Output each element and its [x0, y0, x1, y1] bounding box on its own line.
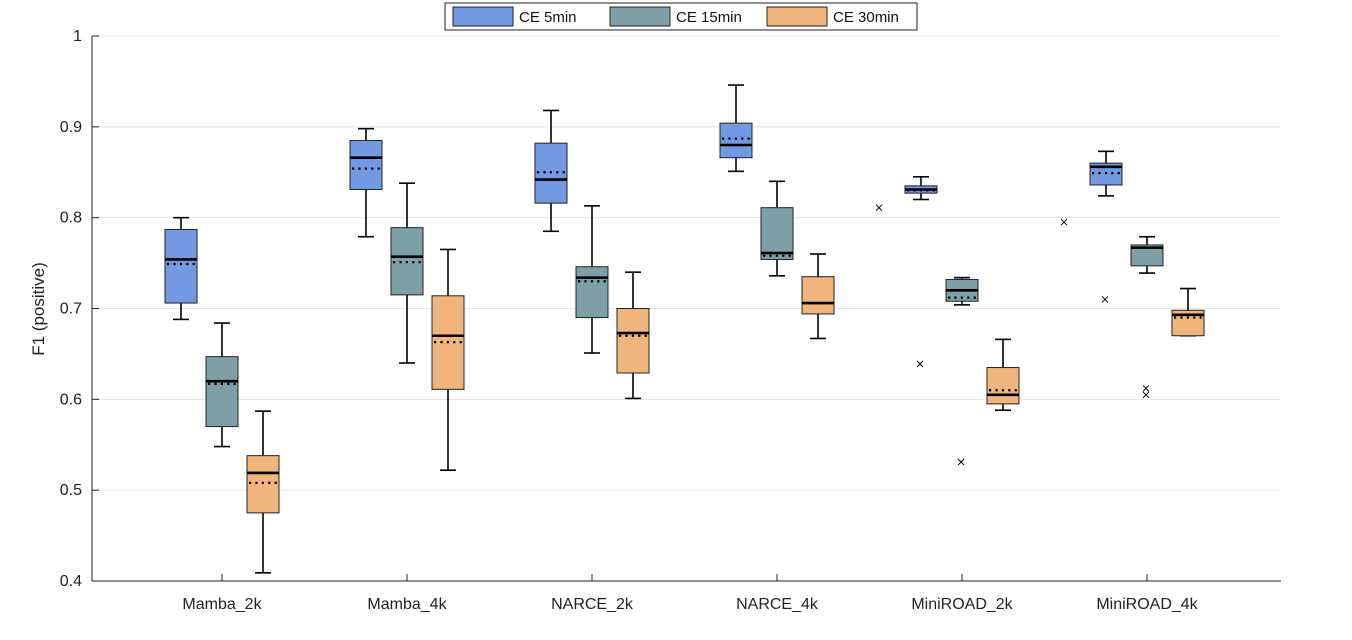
outlier-marker	[1060, 218, 1068, 226]
box-iqr	[349, 139, 383, 191]
box-iqr	[246, 455, 280, 514]
legend-swatch	[766, 6, 828, 27]
x-tick-label: Mamba_2k	[182, 596, 262, 613]
y-tick-label: 0.7	[60, 301, 82, 318]
y-tick-label: 1	[73, 28, 82, 45]
outlier-marker	[1101, 296, 1109, 303]
box-ce-15min	[760, 180, 794, 277]
y-tick-label: 0.6	[60, 391, 82, 408]
box-ce-5min	[1060, 150, 1123, 226]
box-ce-5min	[349, 127, 383, 238]
box-ce-30min	[246, 410, 280, 574]
x-tick-label: MiniROAD_4k	[1096, 596, 1198, 613]
box-ce-15min	[205, 322, 239, 448]
legend-label: CE 5min	[519, 9, 577, 26]
box-iqr	[616, 308, 650, 374]
outlier-marker	[1142, 391, 1150, 399]
legend-box	[444, 2, 918, 31]
outlier-marker	[916, 360, 924, 368]
box-ce-5min	[534, 109, 568, 233]
box-ce-5min	[164, 216, 198, 321]
box-iqr	[801, 276, 835, 315]
y-axis-title: F1 (positive)	[29, 262, 48, 356]
outlier-marker	[875, 204, 883, 212]
box-iqr	[986, 367, 1020, 405]
x-tick-label: NARCE_4k	[736, 596, 819, 613]
box-ce-30min	[801, 253, 835, 340]
box-series	[164, 84, 1205, 574]
outlier-stroke	[957, 458, 965, 466]
axes: 0.4 0.5 0.6 0.7 0.8 0.9 1 Mamba_2k Mamba_4k NARCE…	[60, 28, 1281, 613]
box-ce-15min	[916, 276, 979, 368]
box-iqr	[205, 356, 239, 428]
box-iqr	[719, 122, 753, 159]
box-ce-30min	[1142, 287, 1205, 399]
box-iqr	[164, 228, 198, 304]
x-tick-label: MiniROAD_2k	[911, 596, 1013, 613]
box-ce-5min	[875, 175, 938, 212]
legend[interactable]: CE 5min CE 15min CE 30min	[444, 2, 918, 31]
box-ce-5min	[719, 84, 753, 173]
box-ce-15min	[1101, 235, 1164, 303]
y-tick-label: 0.4	[60, 573, 82, 590]
outlier-stroke	[1101, 296, 1109, 303]
box-iqr	[575, 266, 609, 319]
grid-lines	[92, 35, 1281, 491]
outlier-stroke	[875, 204, 883, 212]
legend-label: CE 30min	[833, 9, 899, 26]
legend-swatch	[452, 6, 514, 27]
box-ce-30min	[431, 248, 465, 471]
outlier-marker	[1142, 385, 1150, 392]
y-tick-label: 0.5	[60, 482, 82, 499]
box-ce-15min	[390, 182, 424, 364]
legend-swatch	[609, 6, 671, 27]
y-tick-label: 0.9	[60, 119, 82, 136]
x-tick-label: Mamba_4k	[367, 596, 447, 613]
box-ce-15min	[575, 205, 609, 354]
legend-label: CE 15min	[676, 9, 742, 26]
outlier-stroke	[916, 360, 924, 368]
outlier-marker	[957, 458, 965, 466]
box-ce-30min	[616, 271, 650, 400]
outlier-stroke	[1060, 218, 1068, 226]
box-iqr	[760, 207, 794, 260]
y-tick-label: 0.8	[60, 210, 82, 227]
box-iqr	[1130, 244, 1164, 267]
x-tick-label: NARCE_2k	[551, 596, 634, 613]
outlier-stroke	[1142, 385, 1150, 392]
outlier-stroke	[1142, 391, 1150, 399]
box-ce-30min	[957, 338, 1020, 466]
